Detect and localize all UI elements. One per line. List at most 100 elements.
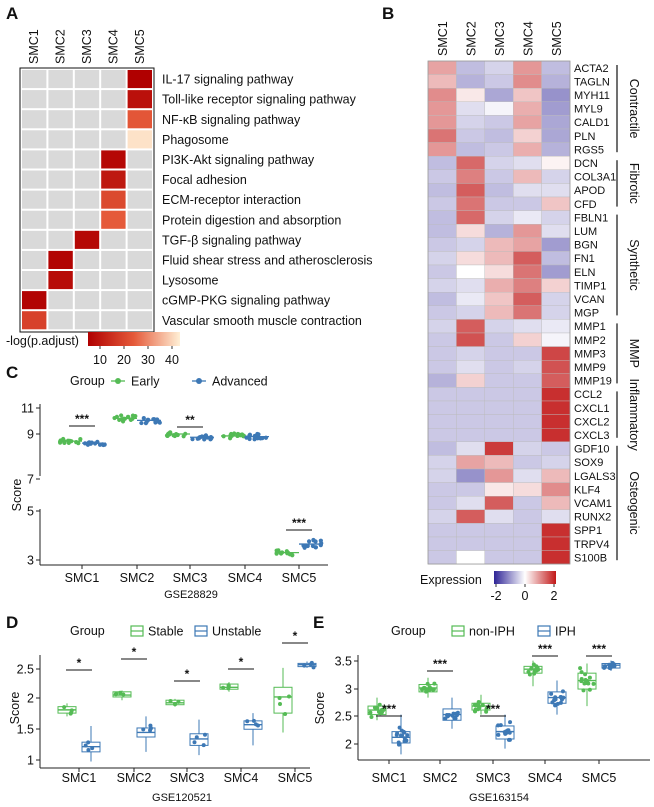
heatmap-a-cell [22, 190, 47, 209]
heatmap-b-cell [484, 455, 514, 470]
chart-e-point [405, 733, 410, 738]
chart-c-point [119, 417, 124, 422]
chart-c-point [235, 431, 240, 437]
heatmap-b-cell [484, 101, 514, 116]
chart-e-point [553, 697, 558, 702]
heatmap-b-cell [427, 115, 457, 130]
heatmap-b-group-label: Synthetic [627, 239, 641, 290]
heatmap-a-legend-title: -log(p.adjust) [6, 334, 79, 348]
chart-c-point [139, 420, 144, 426]
heatmap-a-cell [74, 110, 100, 129]
heatmap-b-row-label: MMP19 [574, 376, 612, 388]
heatmap-b-cell [456, 169, 485, 184]
chart-e-point [396, 742, 401, 747]
heatmap-b-cell [513, 251, 542, 266]
chart-e-point [582, 681, 587, 686]
heatmap-b-row-label: CXCL3 [574, 430, 609, 442]
heatmap-b-group-label: Contractile [627, 79, 641, 139]
heatmap-a-row-label: ECM-receptor interaction [162, 193, 301, 207]
heatmap-b-cell [513, 523, 542, 538]
heatmap-b-cell [427, 523, 457, 538]
chart-c-point [143, 421, 149, 426]
chart-e-point [432, 681, 437, 686]
heatmap-b-cell [541, 346, 571, 361]
heatmap-b-cell [484, 468, 514, 483]
heatmap-b-cell [484, 155, 514, 170]
chart-c-point [199, 434, 205, 439]
chart-c-point [263, 435, 269, 440]
chart-c-xlabel: GSE28829 [164, 589, 218, 601]
heatmap-b-cell [513, 142, 542, 157]
chart-c-point [260, 436, 265, 441]
heatmap-a-cell [22, 250, 47, 269]
heatmap-a-cell [127, 250, 152, 269]
heatmap-b-cell [541, 264, 571, 279]
heatmap-b-cell [484, 400, 514, 415]
heatmap-b-cell [513, 496, 542, 511]
chart-c-point [151, 417, 156, 422]
chart-c-point [278, 551, 284, 556]
heatmap-a-cell [127, 311, 152, 330]
heatmap-b-row-label: MYL9 [574, 104, 603, 116]
heatmap-b-cell [456, 237, 485, 252]
heatmap-b-cell [427, 87, 457, 102]
heatmap-b-cell [541, 414, 571, 429]
chart-d-xtick-label: SMC4 [224, 771, 259, 785]
heatmap-a-cell [127, 110, 152, 129]
heatmap-a-cell [48, 271, 73, 290]
heatmap-b-cell [513, 455, 542, 470]
heatmap-a-row-label: Phagosome [162, 133, 229, 147]
heatmap-b-cell [541, 536, 571, 551]
chart-c-point [100, 442, 105, 447]
chart-e-xtick-label: SMC3 [476, 771, 511, 785]
heatmap-b-col-label: SMC4 [521, 21, 535, 56]
chart-d-point [302, 663, 307, 668]
chart-e-sig-star: *** [592, 642, 606, 656]
heatmap-b-cell [456, 115, 485, 130]
chart-c-point [305, 543, 310, 548]
chart-e-point [549, 691, 554, 696]
chart-e-point [553, 703, 558, 708]
chart-c-point [119, 413, 124, 418]
panel-d-label: D [6, 613, 18, 632]
heatmap-b-cell [484, 482, 514, 497]
chart-d-point [121, 692, 126, 697]
panel-d: D Group Stable Unstable 1 1.5 2 2.5 SMC1 * SMC2… [6, 613, 317, 804]
heatmap-b-cell [456, 523, 485, 538]
heatmap-b-cell [484, 278, 514, 293]
heatmap-a-col-label: SMC3 [80, 29, 94, 64]
heatmap-b-cell [456, 536, 485, 551]
heatmap-a-cell [101, 230, 126, 249]
heatmap-b-cell [427, 60, 457, 75]
heatmap-b-cell [427, 373, 457, 388]
chart-c-point [319, 541, 324, 546]
heatmap-a-cell [101, 190, 126, 209]
heatmap-a-cell [101, 250, 126, 269]
heatmap-a-cell [101, 150, 126, 169]
chart-c-xtick-label: SMC1 [65, 571, 100, 585]
panel-e: E Group non-IPH IPH 2 2.5 3 3.5 SMC1 *** SMC2 **… [313, 613, 650, 804]
chart-c-point [128, 417, 133, 422]
heatmap-b-cell [513, 155, 542, 170]
heatmap-a-row-label: Toll-like receptor signaling pathway [162, 93, 357, 107]
chart-d-sig-star: * [293, 629, 298, 643]
heatmap-b-cell [427, 346, 457, 361]
chart-d-point [283, 711, 288, 716]
heatmap-b-row-label: SOX9 [574, 457, 603, 469]
chart-e-point [375, 706, 380, 711]
heatmap-b-col-label: SMC5 [550, 21, 564, 56]
heatmap-b-cell [484, 523, 514, 538]
heatmap-a-cell [101, 130, 126, 149]
heatmap-b-row-label: FBLN1 [574, 212, 608, 224]
chart-e-ytick-label: 2 [345, 738, 352, 752]
heatmap-b-cell [541, 183, 571, 198]
heatmap-a-row-label: cGMP-PKG signaling pathway [162, 294, 331, 308]
heatmap-b-cell [427, 237, 457, 252]
chart-c-xtick-label: SMC4 [228, 571, 263, 585]
heatmap-b-row-label: CFD [574, 199, 597, 211]
heatmap-b-cell [484, 550, 514, 565]
chart-c-point [274, 548, 279, 553]
heatmap-b-cell [541, 319, 571, 334]
chart-e-point [381, 708, 386, 713]
heatmap-a-cell [127, 170, 152, 189]
